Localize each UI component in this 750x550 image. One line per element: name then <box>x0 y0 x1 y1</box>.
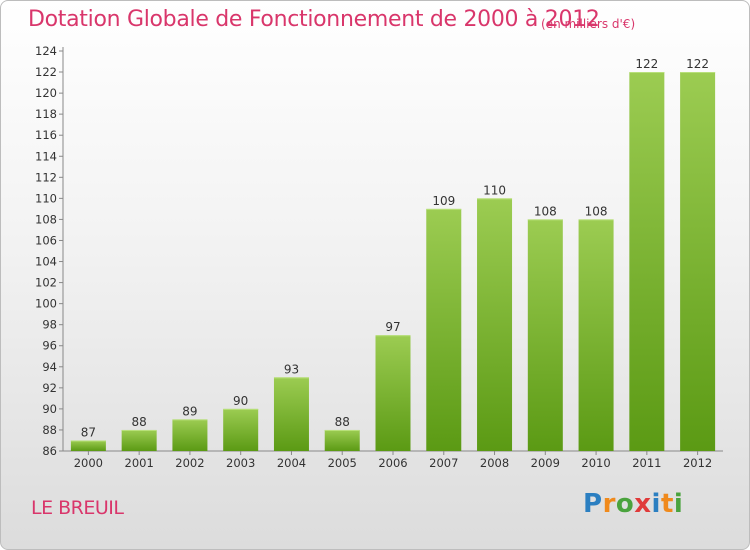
bar <box>121 429 157 451</box>
logo-letter: i <box>651 489 661 519</box>
bar <box>629 72 665 451</box>
y-tick-label: 122 <box>35 65 57 79</box>
proxiti-logo[interactable]: Proxiti <box>583 489 683 519</box>
x-tick-label: 2011 <box>632 456 661 470</box>
data-label: 109 <box>432 194 455 208</box>
y-tick-label: 88 <box>42 423 57 437</box>
data-label: 122 <box>686 57 709 71</box>
y-tick-label: 116 <box>35 128 57 142</box>
x-tick-label: 2009 <box>531 456 560 470</box>
y-tick-label: 90 <box>42 402 57 416</box>
logo-letter: o <box>615 489 635 519</box>
logo-letter: x <box>634 489 652 519</box>
data-label: 93 <box>284 362 299 376</box>
x-tick-label: 2002 <box>175 456 204 470</box>
data-label: 89 <box>182 404 197 418</box>
x-tick-label: 2007 <box>429 456 458 470</box>
y-tick-label: 92 <box>42 381 57 395</box>
x-tick-label: 2003 <box>226 456 255 470</box>
data-label: 108 <box>534 204 557 218</box>
bar <box>578 219 614 451</box>
x-tick-label: 2000 <box>74 456 103 470</box>
logo-letter: P <box>583 489 603 519</box>
x-tick-label: 2001 <box>125 456 154 470</box>
x-tick-label: 2012 <box>683 456 712 470</box>
data-label: 97 <box>385 320 400 334</box>
y-tick-label: 108 <box>35 212 57 226</box>
data-label: 122 <box>635 57 658 71</box>
y-tick-label: 124 <box>35 44 57 58</box>
bar <box>527 219 563 451</box>
bar <box>172 419 208 451</box>
y-tick-label: 114 <box>35 149 57 163</box>
logo-letter: t <box>660 489 674 519</box>
bar <box>477 198 513 451</box>
y-tick-label: 102 <box>35 276 57 290</box>
y-tick-label: 100 <box>35 297 57 311</box>
y-tick-label: 106 <box>35 233 57 247</box>
y-tick-label: 94 <box>42 360 57 374</box>
chart-subtitle: (en milliers d'€) <box>541 17 636 31</box>
bar <box>324 429 360 451</box>
bar <box>70 440 106 451</box>
y-tick-label: 120 <box>35 86 57 100</box>
x-tick-label: 2008 <box>480 456 509 470</box>
logo-letter: i <box>673 489 684 519</box>
y-tick-label: 104 <box>35 255 57 269</box>
bar <box>680 72 716 451</box>
bar <box>426 208 462 451</box>
bar <box>223 408 259 451</box>
y-tick-label: 86 <box>42 444 57 458</box>
x-tick-label: 2004 <box>277 456 306 470</box>
data-label: 110 <box>483 183 506 197</box>
x-tick-label: 2005 <box>328 456 357 470</box>
logo-letter: r <box>602 489 616 519</box>
data-label: 108 <box>585 204 608 218</box>
y-tick-label: 112 <box>35 170 57 184</box>
bar <box>273 377 309 451</box>
commune-name: LE BREUIL <box>31 497 124 519</box>
x-tick-label: 2006 <box>378 456 407 470</box>
data-label: 90 <box>233 394 248 408</box>
y-tick-label: 98 <box>42 318 57 332</box>
y-tick-label: 96 <box>42 339 57 353</box>
bar <box>375 335 411 451</box>
x-tick-label: 2010 <box>581 456 610 470</box>
chart-title: Dotation Globale de Fonctionnement de 20… <box>28 7 600 32</box>
data-label: 88 <box>132 415 147 429</box>
data-label: 87 <box>81 425 96 439</box>
y-tick-label: 110 <box>35 191 57 205</box>
y-tick-label: 118 <box>35 107 57 121</box>
data-label: 88 <box>335 415 350 429</box>
